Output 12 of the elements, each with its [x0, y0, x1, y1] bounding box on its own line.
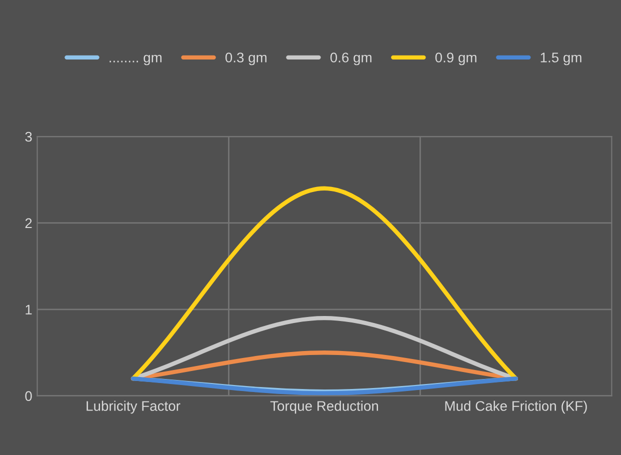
y-tick-label: 2 — [25, 218, 32, 228]
legend-label: 1.5 gm — [540, 52, 582, 66]
x-tick-label: Mud Cake Friction (KF) — [445, 400, 587, 414]
y-tick-label: 3 — [25, 132, 32, 142]
legend-label: 0.9 gm — [435, 52, 476, 66]
y-tick-label: 1 — [26, 304, 32, 314]
legend-label: 0.6 gm — [330, 52, 372, 66]
y-tick-label: 0 — [25, 391, 32, 402]
legend-label: ........ gm — [110, 54, 162, 66]
x-tick-label: Lubricity Factor — [86, 400, 180, 414]
legend-label: 0.3 gm — [225, 52, 266, 66]
x-tick-label: Torque Reduction — [270, 400, 378, 414]
